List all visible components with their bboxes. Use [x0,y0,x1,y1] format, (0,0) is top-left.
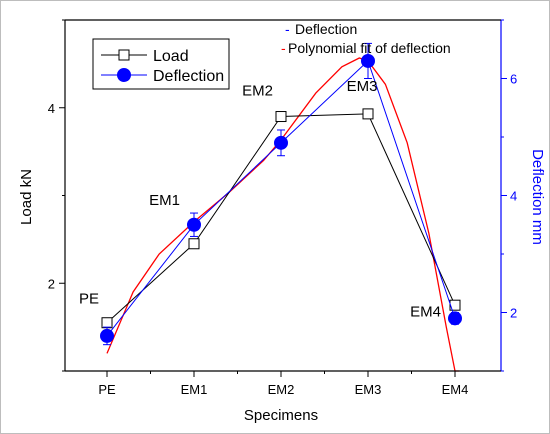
legend-deflection-marker [117,68,131,82]
load-point [101,317,113,329]
y-right-tick-label: 6 [510,72,517,87]
y-right-axis-title: Deflection mm [529,149,546,245]
fit-series [106,57,460,372]
point-label: EM1 [149,192,180,209]
deflection-series [100,42,462,346]
legend-load-label: Load [153,48,189,65]
legend-deflection-label: Deflection [153,68,224,85]
y-right-tick-label: 2 [510,306,517,321]
x-tick-label: EM3 [355,382,382,397]
y-right-tick-label: 4 [510,189,517,204]
deflection-point [361,53,375,68]
load-point [188,238,200,250]
load-point [449,299,461,311]
x-tick-label: EM1 [181,382,208,397]
legend-load-marker [118,49,130,61]
load-point [362,108,374,120]
x-tick-label: EM4 [442,382,469,397]
load-series [101,108,461,329]
point-label: EM3 [347,78,378,95]
fit-line [106,57,460,372]
legend-main-box [92,38,230,90]
point-label: EM4 [410,303,441,320]
x-tick-label: EM2 [268,382,295,397]
legend-fit-marker-1: - [285,21,290,37]
deflection-point [100,328,114,343]
y-left-axis-title: Load kN [18,169,35,225]
legend-fit-polynomial-label: Polynomial fit of deflection [288,40,451,56]
legend-fit: - Deflection - Polynomial fit of deflect… [281,21,451,56]
x-tick-label: PE [98,382,116,397]
legend-main: Load Deflection [92,38,230,90]
deflection-point [448,311,462,326]
point-label: PE [79,291,99,308]
y-left-tick-label: 2 [48,276,55,291]
point-labels: PE EM1 EM2 EM3 EM4 [79,78,441,320]
legend-fit-marker-2: - [281,40,286,56]
y-left-tick-label: 4 [48,101,55,116]
x-axis-title: Specimens [244,407,318,424]
load-point [275,111,287,123]
legend-fit-deflection-label: Deflection [295,21,357,37]
deflection-point [187,217,201,232]
point-label: EM2 [242,83,273,100]
axes: PE EM1 EM2 EM3 EM4 2 4 2 4 6 [48,19,517,397]
deflection-point [274,135,288,150]
